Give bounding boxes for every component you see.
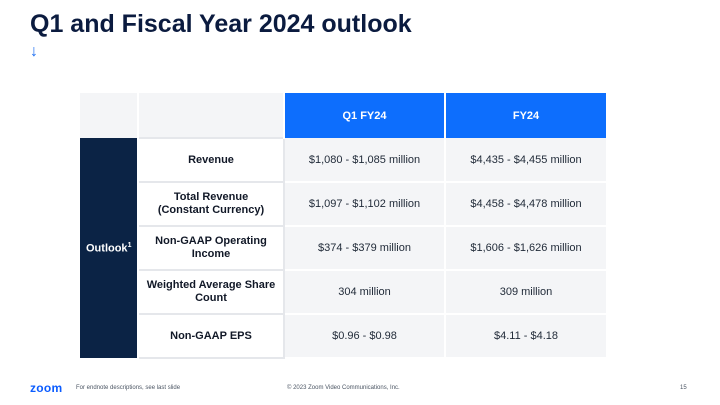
outlook-side-label: Outlook1 bbox=[80, 138, 139, 358]
table-row: Non-GAAP Operating Income $374 - $379 mil… bbox=[80, 226, 606, 271]
copyright-notice: © 2023 Zoom Video Communications, Inc. bbox=[287, 385, 400, 391]
page-number: 15 bbox=[680, 385, 687, 391]
header-fy24: FY24 bbox=[445, 93, 606, 138]
header-q1-fy24: Q1 FY24 bbox=[284, 93, 446, 138]
row-label-line: Income bbox=[191, 248, 231, 260]
endnote-reference: For endnote descriptions, see last slide bbox=[76, 385, 181, 391]
slide-title: Q1 and Fiscal Year 2024 outlook bbox=[30, 10, 412, 38]
cell-eps-q1: $0.96 - $0.98 bbox=[284, 314, 446, 359]
cell-total-revenue-cc-q1: $1,097 - $1,102 million bbox=[284, 182, 446, 227]
row-label-revenue: Revenue bbox=[138, 137, 285, 183]
footnote-marker: 1 bbox=[127, 241, 132, 249]
slide-footer: zoom For endnote descriptions, see last … bbox=[0, 378, 720, 398]
row-label-non-gaap-operating-income: Non-GAAP Operating Income bbox=[138, 226, 285, 271]
cell-total-revenue-cc-fy: $4,458 - $4,478 million bbox=[445, 182, 606, 227]
table-header-row: Q1 FY24 FY24 bbox=[80, 93, 606, 138]
outlook-label-text: Outlook bbox=[86, 242, 128, 255]
cell-revenue-fy: $4,435 - $4,455 million bbox=[445, 138, 606, 183]
table-row: Total Revenue (Constant Currency) $1,097 … bbox=[80, 182, 606, 227]
table-row: Weighted Average Share Count 304 million … bbox=[80, 270, 606, 315]
row-label-line: Count bbox=[195, 292, 227, 304]
cell-eps-fy: $4.11 - $4.18 bbox=[445, 314, 606, 359]
outlook-table: Q1 FY24 FY24 Outlook1 Revenue $1,080 - $… bbox=[80, 93, 606, 359]
cell-operating-income-fy: $1,606 - $1,626 million bbox=[445, 226, 606, 271]
row-label-line: Weighted Average Share bbox=[146, 279, 276, 291]
row-label-weighted-average-share-count: Weighted Average Share Count bbox=[138, 270, 285, 315]
row-label-line: Non-GAAP EPS bbox=[170, 329, 252, 342]
table-row: Outlook1 Revenue $1,080 - $1,085 million… bbox=[80, 137, 606, 358]
header-blank-cell bbox=[80, 93, 139, 138]
cell-operating-income-q1: $374 - $379 million bbox=[284, 226, 446, 271]
row-label-line: Non-GAAP Operating bbox=[155, 235, 267, 247]
row-label-line: (Constant Currency) bbox=[157, 204, 265, 216]
zoom-logo: zoom bbox=[30, 381, 63, 395]
cell-share-count-fy: 309 million bbox=[445, 270, 606, 315]
row-label-line: Total Revenue bbox=[173, 191, 249, 203]
row-label-line: Revenue bbox=[188, 153, 234, 166]
down-arrow-icon: ↓ bbox=[30, 43, 38, 60]
row-label-total-revenue-cc: Total Revenue (Constant Currency) bbox=[138, 182, 285, 227]
cell-share-count-q1: 304 million bbox=[284, 270, 446, 315]
cell-revenue-q1: $1,080 - $1,085 million bbox=[284, 138, 446, 183]
row-label-non-gaap-eps: Non-GAAP EPS bbox=[138, 314, 285, 359]
table-row: Non-GAAP EPS $0.96 - $0.98 $4.11 - $4.18 bbox=[80, 314, 606, 359]
header-blank-cell bbox=[138, 93, 285, 138]
